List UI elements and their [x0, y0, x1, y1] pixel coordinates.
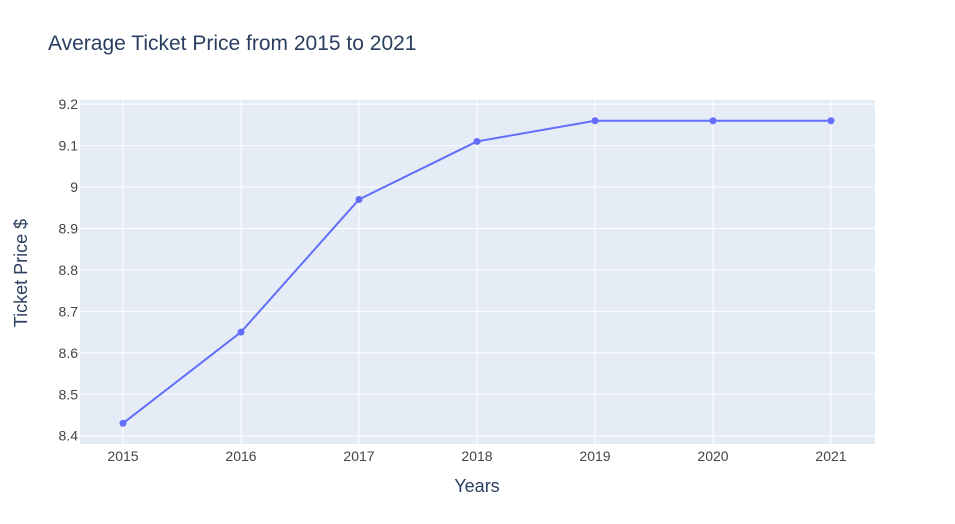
x-tick-label: 2018	[461, 448, 492, 464]
y-tick-label: 9	[70, 179, 78, 195]
x-tick-label: 2017	[343, 448, 374, 464]
data-point[interactable]	[355, 195, 363, 203]
data-point[interactable]	[827, 117, 835, 125]
y-tick-labels: 8.4 8.5 8.6 8.7 8.8 8.9 9 9.1 9.2	[59, 96, 79, 444]
series-group	[119, 117, 835, 427]
y-tick-label: 9.1	[59, 138, 79, 154]
x-tick-label: 2021	[815, 448, 846, 464]
data-point[interactable]	[473, 137, 481, 145]
y-tick-label: 8.4	[59, 428, 79, 444]
x-gridlines	[122, 100, 832, 444]
x-tick-label: 2015	[107, 448, 138, 464]
data-point[interactable]	[591, 117, 599, 125]
data-point[interactable]	[237, 328, 245, 336]
y-tick-label: 9.2	[59, 96, 79, 112]
data-point[interactable]	[709, 117, 717, 125]
x-tick-label: 2019	[579, 448, 610, 464]
y-axis-title: Ticket Price $	[11, 219, 31, 327]
chart-title: Average Ticket Price from 2015 to 2021	[48, 32, 416, 55]
x-tick-label: 2016	[225, 448, 256, 464]
y-tick-label: 8.5	[59, 386, 79, 402]
x-tick-label: 2020	[697, 448, 728, 464]
y-tick-label: 8.8	[59, 262, 79, 278]
x-tick-labels: 2015 2016 2017 2018 2019 2020 2021	[107, 448, 846, 464]
y-tick-label: 8.7	[59, 303, 79, 319]
y-tick-label: 8.6	[59, 345, 79, 361]
data-point[interactable]	[119, 419, 127, 427]
y-tick-label: 8.9	[59, 220, 79, 236]
x-axis-title: Years	[454, 476, 499, 496]
